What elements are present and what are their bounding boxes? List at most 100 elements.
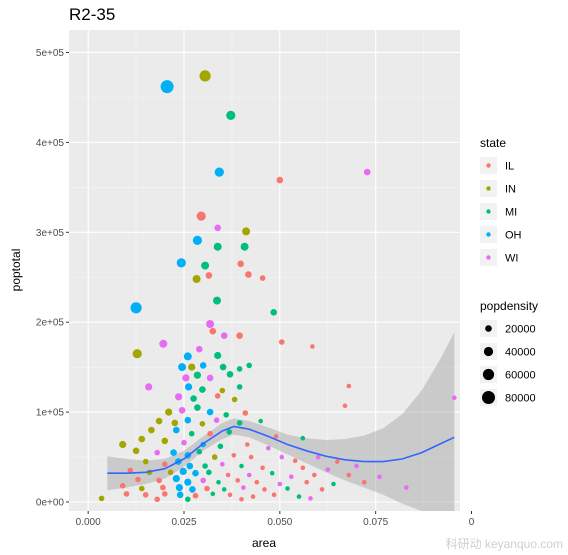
data-point-oh xyxy=(192,235,202,245)
data-point-il xyxy=(245,271,252,278)
data-point-il xyxy=(342,403,348,409)
data-point-mi xyxy=(331,481,336,487)
data-point-il xyxy=(231,453,237,458)
data-point-il xyxy=(123,491,130,497)
legend-label-wi: WI xyxy=(505,253,518,265)
data-point-mi xyxy=(239,463,244,469)
data-point-il xyxy=(162,461,168,468)
data-point-mi xyxy=(221,487,227,492)
data-point-oh xyxy=(183,352,192,361)
data-point-wi xyxy=(214,224,221,232)
y-tick-label: 4e+05 xyxy=(36,138,65,149)
data-point-mi xyxy=(246,362,252,369)
legend-dot-oh xyxy=(486,232,491,237)
x-tick-label: 0 xyxy=(469,517,475,528)
x-tick-label: 0.025 xyxy=(171,517,196,528)
data-point-wi xyxy=(308,496,313,501)
data-point-mi xyxy=(300,435,306,441)
data-point-wi xyxy=(220,332,228,340)
data-point-il xyxy=(205,272,213,279)
data-point-mi xyxy=(206,469,212,476)
data-point-wi xyxy=(200,477,206,484)
data-point-il xyxy=(204,485,210,492)
data-point-mi xyxy=(226,110,236,120)
data-point-il xyxy=(259,275,266,281)
data-point-wi xyxy=(325,467,331,472)
data-point-il xyxy=(346,383,352,389)
data-point-wi xyxy=(289,474,294,480)
plot-panel xyxy=(69,30,460,511)
data-point-il xyxy=(242,410,249,416)
data-point-oh xyxy=(186,462,194,470)
size-legend-dot xyxy=(482,368,495,381)
data-point-il xyxy=(237,260,244,268)
data-point-mi xyxy=(236,420,243,426)
y-tick-label: 1e+05 xyxy=(36,408,65,419)
major-gridlines xyxy=(69,30,460,511)
data-point-wi xyxy=(206,320,215,328)
data-point-wi xyxy=(145,383,153,391)
size-legend-label: 40000 xyxy=(505,347,536,359)
size-legend-title: popdensity xyxy=(480,299,538,313)
x-tick-label: 0.050 xyxy=(267,517,292,528)
size-legend-dot xyxy=(485,325,492,332)
y-tick-label: 2e+05 xyxy=(36,318,65,329)
data-point-in xyxy=(119,440,127,449)
data-point-wi xyxy=(206,374,214,382)
data-point-il xyxy=(312,472,317,478)
data-point-il xyxy=(162,491,168,497)
data-point-il xyxy=(119,483,126,489)
legend-label-il: IL xyxy=(505,161,514,173)
data-point-mi xyxy=(188,430,195,437)
data-point-wi xyxy=(154,449,160,456)
watermark-text: 科研动 keyanquo.com xyxy=(446,537,563,551)
data-point-mi xyxy=(269,470,275,476)
data-point-in xyxy=(132,349,142,359)
data-point-wi xyxy=(363,168,371,176)
data-point-il xyxy=(300,465,306,471)
data-point-wi xyxy=(279,454,285,460)
data-point-il xyxy=(135,476,141,483)
data-point-wi xyxy=(354,463,359,469)
data-point-wi xyxy=(213,417,220,424)
data-point-oh xyxy=(179,467,187,475)
data-point-wi xyxy=(315,454,321,460)
data-point-in xyxy=(199,70,211,82)
data-point-il xyxy=(156,477,162,484)
data-point-il xyxy=(271,492,277,498)
data-point-il xyxy=(236,332,243,340)
y-tick-label: 0e+00 xyxy=(36,498,65,509)
data-point-wi xyxy=(404,485,409,490)
data-point-il xyxy=(207,430,213,437)
data-point-in xyxy=(188,363,196,371)
data-point-wi xyxy=(182,374,190,382)
data-point-mi xyxy=(194,404,201,411)
data-point-mi xyxy=(185,496,191,503)
data-point-wi xyxy=(196,345,203,353)
size-legend-label: 20000 xyxy=(505,324,536,336)
y-axis-ticks: 0e+00 1e+05 2e+05 3e+05 4e+05 5e+05 xyxy=(36,48,69,509)
data-point-mi xyxy=(270,309,278,316)
data-point-wi xyxy=(178,407,186,414)
data-point-il xyxy=(273,434,279,439)
data-point-in xyxy=(142,458,149,465)
legend-label-oh: OH xyxy=(505,230,522,242)
data-point-il xyxy=(225,472,231,478)
data-point-wi xyxy=(181,439,187,446)
x-tick-label: 0.075 xyxy=(363,517,388,528)
data-point-wi xyxy=(241,485,246,490)
data-point-mi xyxy=(258,418,264,424)
data-point-il xyxy=(262,487,267,492)
data-point-mi xyxy=(199,386,206,393)
data-point-in xyxy=(167,469,174,476)
data-point-mi xyxy=(202,463,208,469)
x-tick-label: 0.000 xyxy=(76,517,101,528)
data-point-oh xyxy=(206,408,214,416)
data-point-il xyxy=(209,327,217,335)
chart-title: R2-35 xyxy=(69,5,115,24)
legend-label-mi: MI xyxy=(505,207,517,219)
data-point-in xyxy=(98,495,105,502)
data-point-il xyxy=(335,459,340,464)
data-point-il xyxy=(250,494,256,499)
data-point-in xyxy=(231,396,238,403)
